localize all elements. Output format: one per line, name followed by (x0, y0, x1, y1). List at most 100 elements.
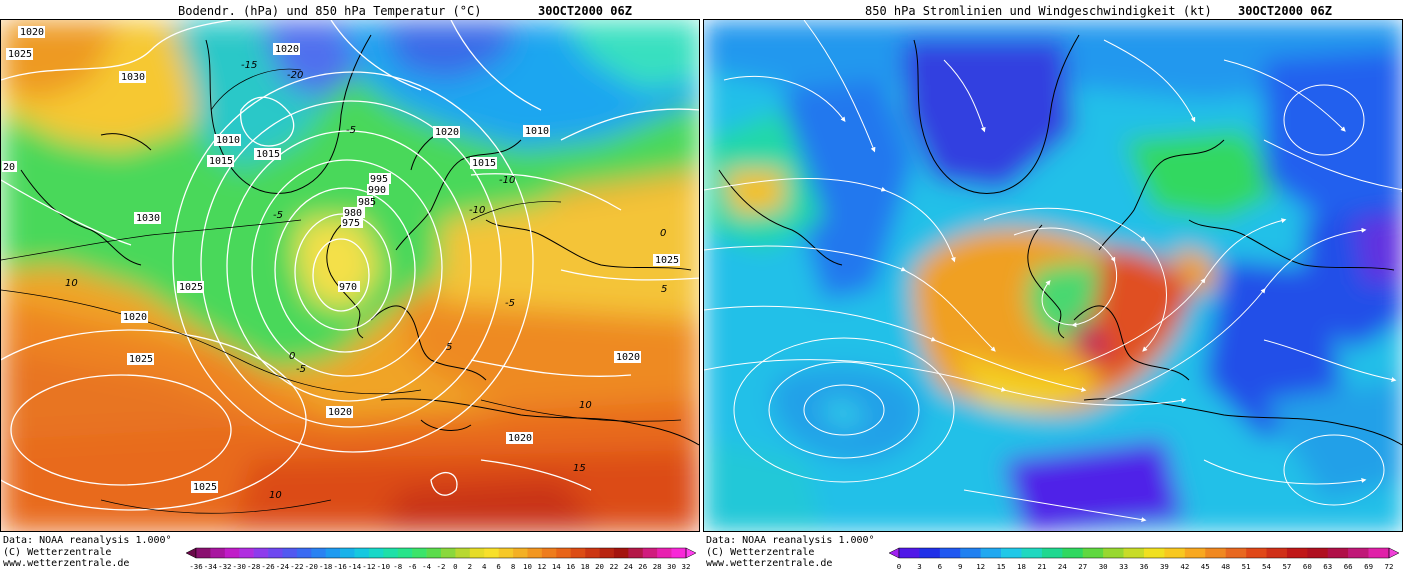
temperature-colorbar-swatch (441, 548, 456, 558)
temperature-colorbar-tick-label: 16 (566, 562, 575, 571)
pressure-label: 1030 (119, 71, 146, 83)
temperature-label: 0 (289, 351, 295, 362)
svg-text:995: 995 (370, 174, 388, 185)
temperature-label: 5 (446, 342, 452, 353)
svg-text:20: 20 (3, 162, 15, 173)
svg-text:1020: 1020 (275, 44, 299, 55)
wind-speed-colorbar-tick-label: 45 (1201, 562, 1210, 571)
panel-title: 850 hPa Stromlinien und Windgeschwindigk… (703, 3, 1403, 19)
panel-title: Bodendr. (hPa) und 850 hPa Temperatur (°… (0, 3, 700, 19)
temperature-label: -5 (296, 364, 306, 375)
temperature-colorbar-tick-label: 30 (667, 562, 676, 571)
wind-speed-colorbar-tick-label: 21 (1037, 562, 1046, 571)
pressure-label: 985 (357, 196, 376, 208)
pressure-label: 1025 (6, 48, 33, 60)
svg-text:1025: 1025 (193, 482, 217, 493)
temperature-colorbar-swatch (513, 548, 528, 558)
svg-text:1025: 1025 (129, 354, 153, 365)
temperature-label: -15 (241, 60, 257, 71)
wind-speed-colorbar: 0 3 6 9 12 15 18 21 24 27 30 33 36 39 42 45 48 51 54 57 60 63… (888, 545, 1405, 573)
wind-speed-colorbar-tick-label: 6 (938, 562, 942, 571)
temperature-colorbar-swatch (671, 548, 687, 558)
temperature-colorbar-swatch (527, 548, 543, 558)
svg-text:1015: 1015 (256, 149, 280, 160)
wind-speed-colorbar-swatch (1041, 548, 1063, 558)
wind-speed-colorbar-tick-label: 57 (1282, 562, 1291, 571)
pressure-label: 20 (2, 161, 17, 173)
svg-text:1015: 1015 (472, 158, 496, 169)
wind-speed-colorbar-swatch (1001, 548, 1022, 558)
wind-speed-colorbar-tick-label: 24 (1058, 562, 1067, 571)
temperature-colorbar-tick-label: -34 (204, 562, 218, 571)
temperature-colorbar-swatch (585, 548, 600, 558)
wind-speed-colorbar-tick-label: 36 (1140, 562, 1149, 571)
temperature-label: -5 (273, 210, 283, 221)
wind-speed-colorbar-swatch (1062, 548, 1084, 558)
wind-speed-colorbar-tick-label: 63 (1323, 562, 1332, 571)
temperature-colorbar-tick-label: -30 (233, 562, 246, 571)
pressure-label: 1020 (121, 311, 148, 323)
wind-speed-colorbar-tick-label: 12 (976, 562, 985, 571)
temperature-colorbar-swatch (325, 548, 341, 558)
temperature-colorbar-tick-label: 14 (552, 562, 561, 571)
temperature-colorbar-tick-label: -6 (408, 562, 417, 571)
pressure-label: 1020 (614, 351, 641, 363)
pressure-label: 1020 (18, 26, 45, 38)
wind-speed-colorbar-tick-label: 39 (1160, 562, 1169, 571)
pressure-label: 1025 (653, 254, 680, 266)
temperature-colorbar-tick-label: 10 (523, 562, 532, 571)
temperature-colorbar-swatch (224, 548, 240, 558)
temperature-label: -5 (505, 298, 515, 309)
website: www.wetterzentrale.de (3, 558, 130, 569)
svg-text:1020: 1020 (508, 433, 532, 444)
pressure-label: 1025 (191, 481, 218, 493)
temperature-colorbar-tick-label: -28 (247, 562, 260, 571)
wind-speed-colorbar-swatch (960, 548, 981, 558)
pressure-label: 1020 (273, 43, 300, 55)
pressure-labels: 1020 1025 1020 1030 1010 1015 1015 1030 … (2, 26, 680, 493)
wind-speed-colorbar-swatch (1144, 548, 1165, 558)
wind-speed-colorbar-tick-label: 33 (1119, 562, 1128, 571)
wind-speed-colorbar-swatch (1123, 548, 1145, 558)
svg-text:1020: 1020 (20, 27, 44, 38)
wind-speed-colorbar-tick-label: 30 (1099, 562, 1108, 571)
pressure-label: 975 (341, 217, 363, 229)
temperature-colorbar-swatch (628, 548, 644, 558)
wind-speed-colorbar-swatch (1307, 548, 1329, 558)
temperature-colorbar-swatch (311, 548, 327, 558)
temperature-colorbar-swatch (541, 548, 557, 558)
svg-text:1030: 1030 (121, 72, 145, 83)
data-source: Data: NOAA reanalysis 1.000° (3, 535, 172, 546)
temperature-colorbar-swatch (657, 548, 672, 558)
temperature-colorbar-tick-label: 18 (581, 562, 590, 571)
pressure-label: 1020 (326, 406, 353, 418)
svg-text:1020: 1020 (616, 352, 640, 363)
isobars (1, 20, 699, 511)
wind-speed-colorbar-swatch (939, 548, 961, 558)
wind-speed-colorbar-tick-label: 9 (958, 562, 962, 571)
website: www.wetterzentrale.de (706, 558, 833, 569)
wind-speed-colorbar-swatch (1164, 548, 1186, 558)
pressure-label: 1015 (254, 148, 281, 160)
temperature-colorbar-tick-label: 2 (468, 562, 472, 571)
temperature-colorbar-tick-label: -14 (348, 562, 362, 571)
temperature-colorbar-swatch (412, 548, 427, 558)
pressure-label: 1020 (433, 126, 460, 138)
temperature-colorbar-end-low (185, 547, 197, 559)
temperature-colorbar-swatch (484, 548, 499, 558)
panel-timestamp: 30OCT2000 06Z (1238, 4, 1332, 18)
temperature-colorbar-tick-label: 8 (511, 562, 515, 571)
streamlines (704, 20, 1402, 523)
wind-speed-colorbar-swatch (1286, 548, 1308, 558)
temperature-labels: -15 -20 -5 -10 -5 -10 0 -5 -5 0 5 10 10 … (65, 60, 667, 501)
pressure-label: 1010 (214, 134, 241, 146)
wind-speed-colorbar-tick-label: 60 (1303, 562, 1312, 571)
temperature-label: 10 (579, 400, 592, 411)
wind-speed-colorbar-tick-label: 54 (1262, 562, 1271, 571)
temperature-colorbar-tick-label: 4 (482, 562, 487, 571)
temperature-colorbar-swatch (239, 548, 254, 558)
temperature-label: -10 (469, 205, 485, 216)
temperature-colorbar-tick-label: 6 (496, 562, 500, 571)
data-credit: Data: NOAA reanalysis 1.000° (C) Wetterz… (3, 535, 172, 570)
temperature-colorbar-tick-label: -12 (362, 562, 375, 571)
